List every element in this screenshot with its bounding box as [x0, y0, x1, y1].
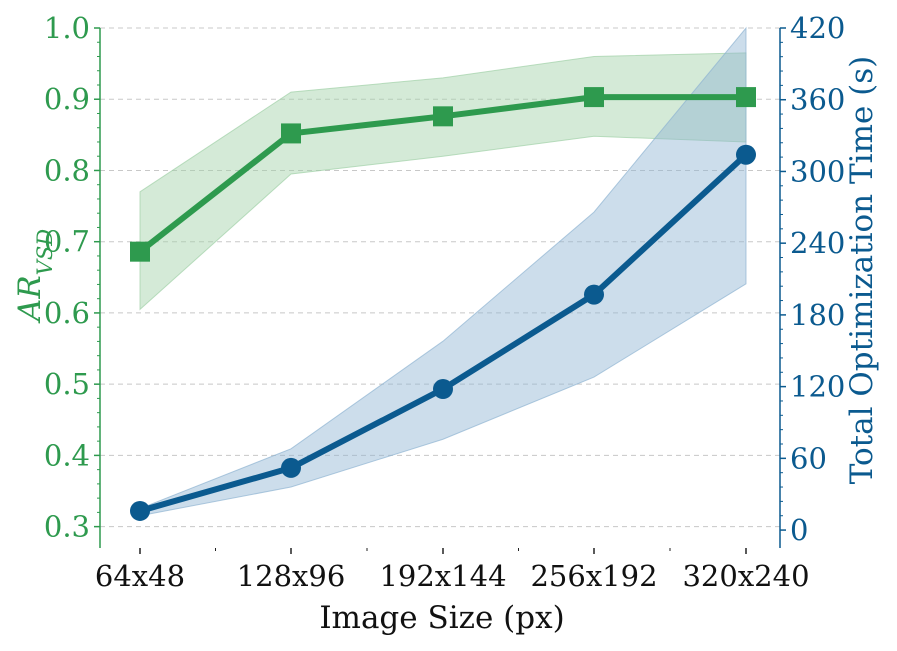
left-y-tick-label: 0.3 — [44, 510, 90, 544]
series-0-point — [281, 123, 301, 144]
series-1-band — [139, 26, 747, 517]
x-tick-label: 64x48 — [95, 559, 185, 593]
right-y-tick-label: 120 — [790, 370, 845, 404]
series-1-point — [433, 379, 453, 400]
right-y-tick-label: 420 — [790, 11, 845, 45]
axes — [94, 27, 786, 554]
left-y-tick-label: 0.9 — [44, 82, 90, 116]
right-y-tick-label: 0 — [790, 513, 808, 547]
left-y-tick-label: 1.0 — [44, 11, 90, 45]
x-tick-label: 128x96 — [237, 559, 346, 593]
left-y-tick-label: 0.4 — [44, 438, 90, 472]
series-0-point — [584, 87, 604, 108]
series-0-point — [433, 106, 453, 127]
left-y-axis-title-sub: VSD — [33, 229, 57, 276]
series-0-point — [130, 241, 150, 262]
series-1-point — [281, 457, 301, 478]
series-1-point — [736, 144, 756, 165]
left-y-axis-title-main: AR — [12, 275, 48, 324]
confidence-bands — [139, 26, 747, 517]
right-y-tick-label: 180 — [790, 298, 845, 332]
series-1-point — [584, 284, 604, 305]
x-tick-label: 320x240 — [682, 559, 809, 593]
right-y-tick-label: 240 — [790, 226, 845, 260]
series-0-point — [736, 87, 756, 108]
axis-labels: 0.3 0.4 0.5 0.6 0.7 0.8 0.9 1.0 0 60 120 180 240 300 3… — [44, 11, 845, 593]
left-y-tick-label: 0.5 — [44, 367, 90, 401]
left-y-tick-label: 0.7 — [44, 225, 90, 259]
right-y-tick-label: 360 — [790, 83, 845, 117]
right-y-tick-label: 60 — [790, 441, 827, 475]
left-y-tick-label: 0.8 — [44, 153, 90, 187]
left-y-axis-title: ARVSD — [12, 229, 57, 324]
right-y-axis-title: Total Optimization Time (s) — [844, 56, 880, 485]
series-1-point — [130, 500, 150, 521]
x-tick-label: 192x144 — [379, 559, 506, 593]
series-markers — [130, 87, 756, 521]
right-y-tick-label: 300 — [790, 154, 845, 188]
left-y-tick-label: 0.6 — [44, 296, 90, 330]
x-tick-label: 256x192 — [530, 559, 657, 593]
x-axis-title: Image Size (px) — [319, 600, 564, 636]
